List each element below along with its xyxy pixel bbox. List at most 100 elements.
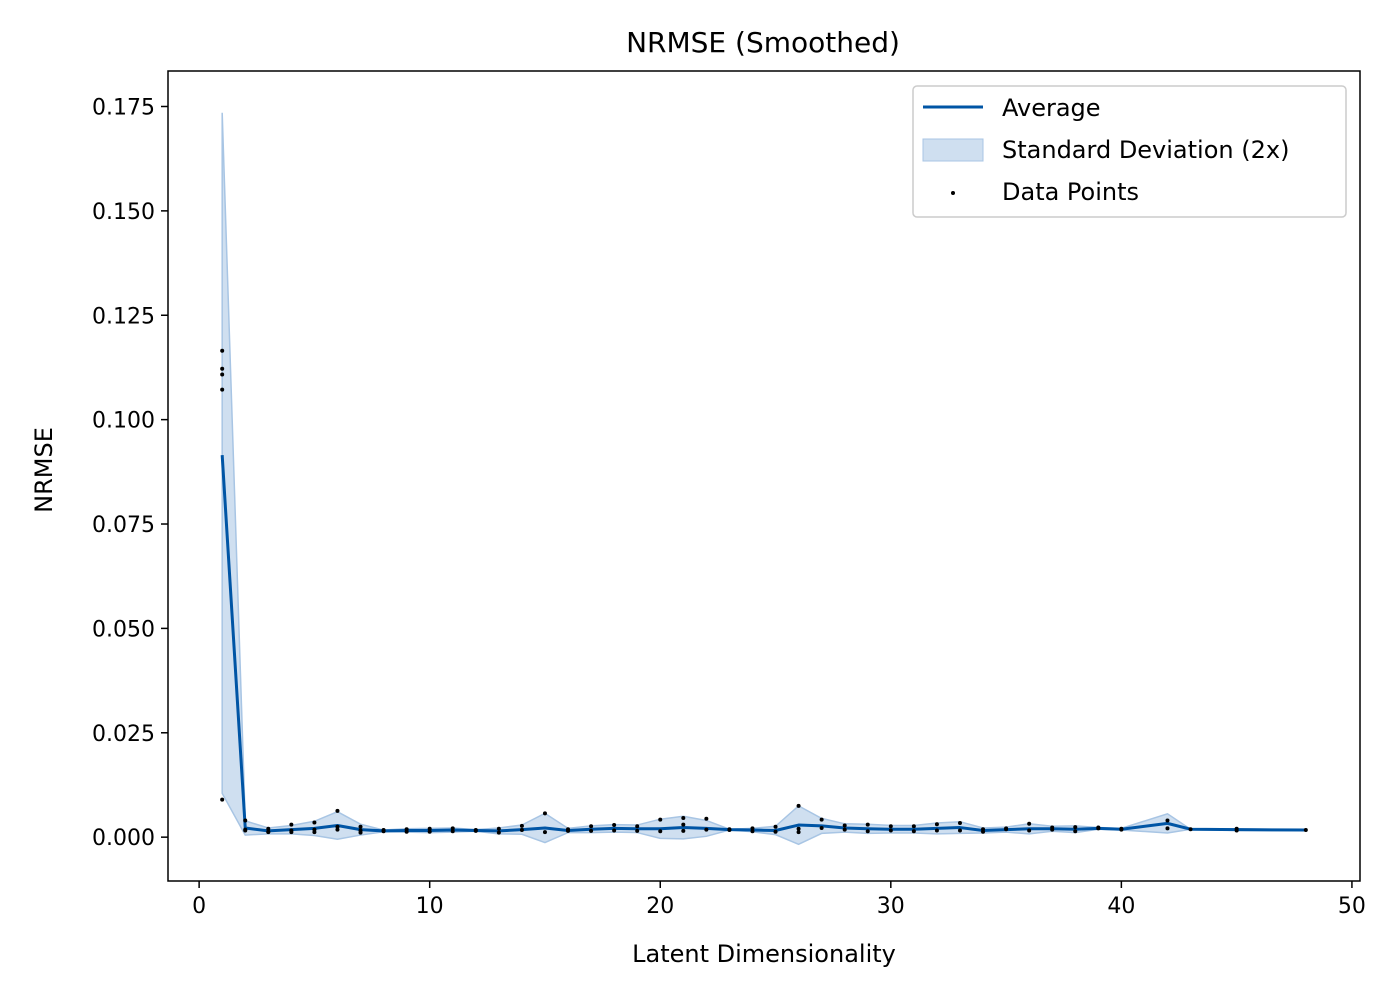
data-point [681,815,686,820]
data-point [796,830,801,835]
data-point [220,387,225,392]
data-point [1004,827,1009,832]
data-point [911,824,916,829]
data-point [1165,826,1170,831]
data-point [1188,827,1193,832]
plot-area [167,70,1361,882]
y-tick-label: 0.050 [92,617,155,642]
data-point [911,829,916,834]
data-point [1027,828,1032,833]
data-point [542,830,547,835]
data-point [312,830,317,835]
data-point [335,808,340,813]
data-point [473,828,478,833]
data-point [957,820,962,825]
y-tick-label: 0.000 [92,826,155,851]
data-point [1096,826,1101,831]
x-tick-label: 40 [1107,894,1135,919]
legend-points-label: Data Points [1002,178,1139,206]
y-axis: 0.000 0.025 0.050 0.075 0.100 0.125 0.150 0.175 [92,95,168,851]
x-tick-label: 20 [646,894,674,919]
y-tick-label: 0.175 [92,95,155,120]
y-tick-label: 0.075 [92,513,155,538]
data-point [612,828,617,833]
line-layer [220,455,1306,833]
data-point [542,811,547,816]
data-point [220,372,225,377]
data-point [658,829,663,834]
points-layer [220,348,1308,835]
data-point [842,823,847,828]
data-point [888,824,893,829]
data-point [773,824,778,829]
x-tick-label: 10 [416,894,444,919]
data-point [957,828,962,833]
data-point [635,828,640,833]
data-point [981,829,986,834]
legend: Average Standard Deviation (2x) Data Poi… [912,85,1347,218]
legend-std-label: Standard Deviation (2x) [1002,136,1289,164]
data-point [427,829,432,834]
data-point [312,820,317,825]
data-point [220,366,225,371]
data-point [1027,821,1032,826]
plot-frame [167,70,1361,882]
data-point [635,824,640,829]
legend-average-label: Average [1002,94,1101,122]
data-point [934,822,939,827]
data-point [220,797,225,802]
data-point [727,828,732,833]
data-point [681,822,686,827]
data-point [1234,828,1239,833]
data-point [335,827,340,832]
data-point [519,828,524,833]
data-point [750,829,755,834]
legend-std-swatch [922,138,984,162]
data-point [888,828,893,833]
data-point [1073,825,1078,830]
data-point [1303,828,1308,833]
data-point [1165,818,1170,823]
data-point [773,829,778,834]
data-point [704,827,709,832]
data-point [750,826,755,831]
data-point [1050,827,1055,832]
data-point [450,826,455,831]
data-point [243,818,248,823]
x-axis: 0 10 20 30 40 50 [192,881,1366,919]
y-tick-label: 0.150 [92,200,155,225]
data-point [1119,827,1124,832]
data-point [220,348,225,353]
data-point [704,816,709,821]
data-point [865,822,870,827]
data-point [289,822,294,827]
data-point [358,824,363,829]
data-point [266,826,271,831]
data-point [243,828,248,833]
data-point [289,830,294,835]
data-point [266,830,271,835]
data-point [589,824,594,829]
data-point [658,817,663,822]
data-point [566,828,571,833]
data-point [427,826,432,831]
data-point [612,823,617,828]
data-point [335,824,340,829]
legend-box [912,85,1347,218]
legend-points-swatch [951,191,955,195]
data-point [589,828,594,833]
data-point [1073,829,1078,834]
data-point [381,829,386,834]
y-tick-label: 0.100 [92,409,155,434]
data-point [796,803,801,808]
average-line [220,455,1306,833]
data-point [496,826,501,831]
data-point [358,830,363,835]
x-tick-label: 0 [192,894,206,919]
data-point [681,828,686,833]
data-point [819,825,824,830]
x-tick-label: 30 [877,894,905,919]
y-tick-label: 0.125 [92,304,155,329]
data-point [450,829,455,834]
